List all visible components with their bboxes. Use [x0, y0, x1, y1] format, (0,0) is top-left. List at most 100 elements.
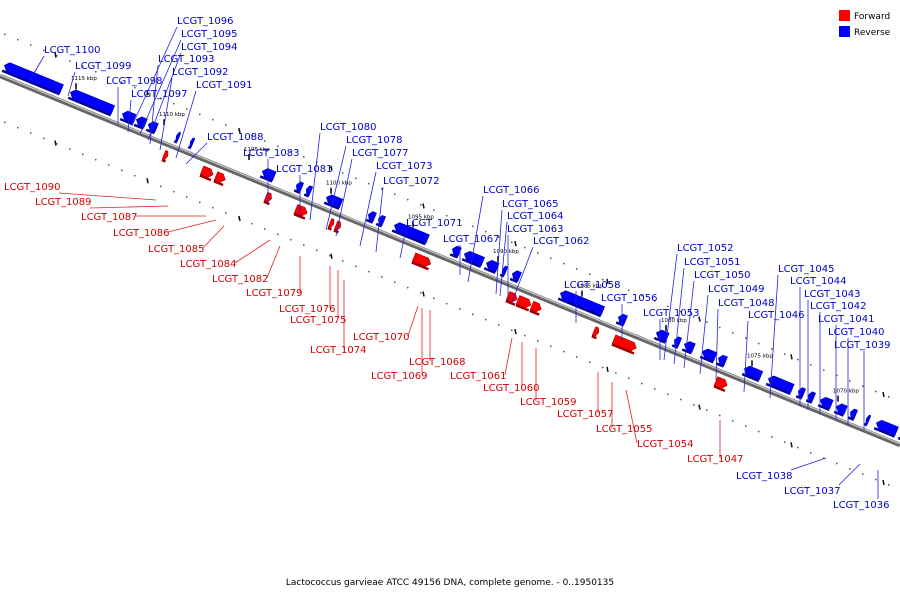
- gene-shadow: [591, 335, 597, 340]
- scale-dot: [394, 281, 396, 284]
- leader-line: [495, 209, 503, 295]
- reverse-gene-feature: [323, 194, 344, 210]
- gene-label: LCGT_1093: [158, 54, 215, 65]
- tick-label: 1115 kbp: [71, 76, 97, 82]
- gene-shadow: [213, 180, 224, 187]
- scale-dot: [186, 108, 188, 110]
- gene-arrow: [865, 414, 872, 425]
- scale-dot: [576, 356, 578, 358]
- scale-dot: [82, 65, 84, 68]
- scale-dot: [719, 414, 721, 417]
- forward-gene-feature: [591, 326, 599, 340]
- scale-dot: [667, 305, 669, 307]
- gene-arrow: [199, 165, 214, 178]
- scale-dot: [875, 390, 877, 393]
- gene-label: LCGT_1096: [177, 16, 234, 27]
- gene-label: LCGT_1045: [778, 264, 835, 275]
- forward-gene-feature: [199, 165, 214, 182]
- forward-gene-feature: [713, 376, 728, 392]
- scale-dot: [407, 286, 409, 289]
- gene-label: LCGT_1078: [346, 135, 403, 146]
- scale-dot: [797, 358, 799, 361]
- scale-dash: [698, 404, 701, 410]
- leader-line: [399, 228, 407, 259]
- tick-label: 1105 kbp: [244, 147, 270, 153]
- scale-dash: [514, 329, 517, 335]
- scale-dot: [199, 201, 201, 204]
- scale-dot: [498, 236, 500, 238]
- tick-label: 1085 kbp: [577, 284, 603, 290]
- backbone-highlight: [0, 74, 900, 445]
- legend-reverse-swatch: [839, 26, 850, 37]
- scale-dot: [784, 353, 786, 355]
- scale-dot: [771, 436, 773, 438]
- gene-label: LCGT_1098: [106, 76, 163, 87]
- gene-shadow: [199, 174, 212, 182]
- gene-arrow: [189, 137, 196, 148]
- scale-dot: [459, 308, 461, 310]
- scale-dot: [134, 174, 136, 177]
- scale-dot: [69, 148, 71, 150]
- gene-arrow: [161, 150, 169, 161]
- scale-dot: [433, 297, 435, 300]
- gene-arrow: [393, 222, 430, 244]
- gene-label: LCGT_1037: [784, 486, 841, 497]
- leader-line: [58, 192, 157, 201]
- scale-dash: [238, 127, 241, 134]
- leader-line: [625, 389, 638, 444]
- reverse-gene-feature: [681, 341, 696, 355]
- scale-dot: [30, 44, 32, 46]
- gene-label: LCGT_1038: [736, 471, 793, 482]
- leader-line: [407, 305, 419, 337]
- scale-dot: [641, 294, 643, 297]
- scale-dot: [537, 340, 539, 342]
- scale-dot: [680, 398, 682, 401]
- scale-dot: [693, 316, 695, 318]
- gene-label: LCGT_1088: [207, 132, 264, 143]
- scale-dash: [54, 140, 57, 146]
- scale-dot: [264, 140, 266, 142]
- scale-dot: [446, 302, 448, 305]
- scale-dot: [537, 252, 539, 254]
- scale-dot: [368, 182, 370, 185]
- gene-shadow: [897, 436, 900, 441]
- gene-shadow: [863, 422, 868, 427]
- scale-dot: [524, 334, 526, 337]
- gene-arrow: [512, 270, 522, 282]
- scale-dash: [146, 178, 149, 184]
- reverse-gene-feature: [449, 245, 462, 259]
- scale-dot: [121, 81, 123, 84]
- scale-dot: [121, 169, 123, 172]
- scale-dot: [290, 238, 292, 241]
- scale-dot: [719, 326, 721, 329]
- gene-label: LCGT_1069: [371, 371, 428, 382]
- gene-label: LCGT_1040: [828, 327, 885, 338]
- scale-dot: [303, 156, 305, 158]
- leader-line: [234, 239, 271, 264]
- scale-dot: [706, 409, 708, 411]
- gene-label: LCGT_1082: [212, 274, 269, 285]
- reverse-gene-feature: [615, 313, 628, 327]
- scale-dot: [680, 310, 682, 313]
- scale-dot: [784, 441, 786, 443]
- leader-line: [29, 55, 45, 81]
- gene-label: LCGT_1044: [790, 276, 847, 287]
- gene-label: LCGT_1071: [406, 218, 463, 229]
- gene-arrow: [515, 295, 532, 309]
- gene-label: LCGT_1036: [833, 500, 890, 511]
- leader-line: [743, 320, 749, 393]
- leader-line: [149, 64, 159, 145]
- genome-caption: Lactococcus garvieae ATCC 49156 DNA, com…: [285, 578, 615, 588]
- scale-dot: [355, 177, 357, 180]
- gene-label: LCGT_1074: [310, 345, 367, 356]
- scale-dot: [173, 102, 175, 105]
- reverse-gene-feature: [375, 215, 387, 228]
- gene-label: LCGT_1053: [643, 308, 700, 319]
- scale-dot: [836, 374, 838, 377]
- scale-dot: [732, 420, 734, 422]
- gene-label: LCGT_1094: [181, 42, 238, 53]
- scale-dash: [882, 391, 885, 398]
- gene-shadow: [817, 404, 830, 411]
- scale-dot: [641, 382, 643, 385]
- reverse-gene-feature: [863, 414, 872, 427]
